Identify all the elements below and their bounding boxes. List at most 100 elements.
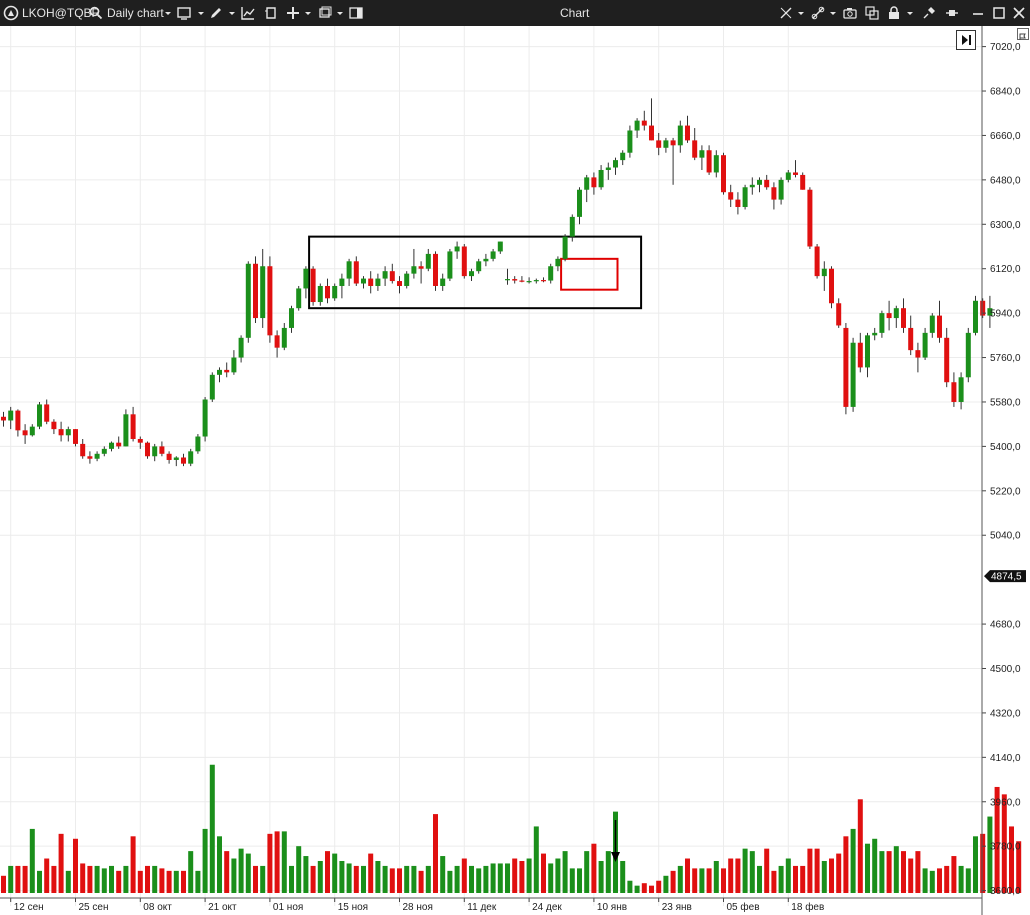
volume-bar [627,880,633,893]
minimize-icon[interactable] [970,5,986,21]
volume-bar [569,868,575,893]
candle-body [209,374,215,400]
candle-body [245,263,251,338]
price-tick-label: 7020,0 [990,42,1021,53]
pin-icon[interactable] [944,5,960,21]
volume-bar [245,853,251,893]
volume-bar [749,851,755,893]
candle-body [908,327,914,351]
candle-body [195,436,201,452]
chevron-down-icon[interactable] [301,5,317,21]
volume-bar [1009,826,1014,893]
panel-icon[interactable] [348,5,364,21]
candle-body [217,369,222,375]
candle-body [541,280,546,282]
date-tick-label: 11 дек [467,902,497,913]
candle-body [958,377,964,402]
candle-body [829,268,834,304]
date-tick-label: 08 окт [143,902,172,913]
volume-bar [80,863,86,893]
volume-bar [1,875,6,893]
candle-body [670,140,676,146]
candle-body [548,266,554,281]
candle-body [879,313,885,333]
candle-body [764,179,770,188]
volume-bar [555,858,561,893]
price-tick-label: 3960,0 [990,797,1021,808]
volume-bar [238,848,244,893]
candle-body [634,120,640,131]
volume-bar [908,858,914,893]
price-chart[interactable]: 7020,0 6840,0 6660,0 6480,0 6300,0 6120,0 5940… [0,26,1030,915]
volume-bar [692,868,698,893]
maximize-icon[interactable] [991,5,1007,21]
volume-bar [519,860,525,893]
candle-body [692,140,698,158]
volume-bar [44,858,50,893]
chevron-down-icon[interactable] [903,5,919,21]
candle-body [447,251,453,279]
cursor-icon[interactable] [778,5,794,21]
corner-flag-icon[interactable] [1017,28,1029,40]
volume-bar [267,833,273,893]
candle-body [836,303,842,326]
volume-bar [73,838,78,893]
camera-icon[interactable] [842,5,858,21]
candle-body [130,414,136,439]
chart-area[interactable]: 7020,0 6840,0 6660,0 6480,0 6300,0 6120,0 5940… [0,26,1030,915]
pencil-icon[interactable] [208,5,224,21]
volume-bar [253,865,258,893]
close-icon[interactable] [1011,5,1027,21]
chevron-down-icon[interactable] [160,5,176,21]
price-tick-label: 6120,0 [990,264,1021,275]
volume-bar [951,856,957,893]
candle-body [411,266,417,274]
search-icon[interactable] [88,5,104,21]
app-logo-icon[interactable] [3,5,19,21]
chevron-down-icon[interactable] [225,5,241,21]
volume-bar [404,865,410,893]
volume-bar [706,868,712,893]
chevron-down-icon[interactable] [826,5,842,21]
lock-icon[interactable] [886,5,902,21]
volume-bar [152,865,158,893]
candle-body [742,187,748,208]
date-tick-label: 18 фев [791,901,824,913]
price-tick-label: 5220,0 [990,486,1021,497]
volume-bar [217,836,222,893]
volume-bar [123,865,129,893]
candle-body [58,429,64,436]
volume-bar [224,851,230,893]
chart-lines-icon[interactable] [240,5,256,21]
volume-bar [130,836,136,893]
volume-bar [793,865,798,893]
display-icon[interactable] [176,5,192,21]
volume-bar [382,865,388,893]
chevron-down-icon[interactable] [194,5,210,21]
go-to-end-button[interactable] [956,30,976,50]
volume-bar [656,880,662,893]
volume-bar [461,858,467,893]
candle-body [382,271,388,279]
crosshair-icon[interactable] [285,5,301,21]
volume-bar [944,865,950,893]
timeframe-dropdown[interactable]: Daily chart [107,6,164,20]
chevron-down-icon[interactable] [333,5,349,21]
layers-icon[interactable] [317,5,333,21]
candle-body [555,258,561,267]
link-icon[interactable] [810,5,826,21]
volume-bar [195,870,201,893]
volume-bar [447,870,453,893]
pin-icon[interactable] [921,5,937,21]
copy-icon[interactable] [864,5,880,21]
chevron-down-icon[interactable] [794,5,810,21]
candle-body [29,426,35,436]
candle-body [591,177,597,188]
candle-body [526,281,532,283]
volume-bar [116,870,122,893]
volume-bar [353,865,359,893]
symbol-label[interactable]: LKOH@TQBR [22,6,101,20]
frame-icon[interactable] [263,5,279,21]
candle-body [267,266,273,336]
candle-body [872,332,878,336]
